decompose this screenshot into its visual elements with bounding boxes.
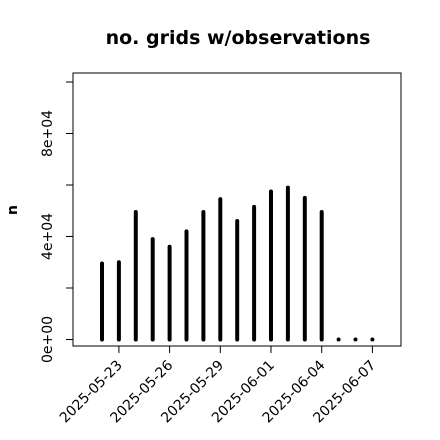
bars (100, 185, 375, 342)
chart-title: no. grids w/observations (106, 27, 371, 49)
x-axis: 2025-05-232025-05-262025-05-292025-06-01… (57, 345, 379, 426)
y-tick-label: 4e+04 (40, 213, 56, 260)
bar (353, 337, 358, 342)
y-tick-label: 0e+00 (40, 316, 56, 363)
y-axis: 0e+00 4e+04 8e+04 (40, 81, 74, 363)
y-axis-label: n (5, 205, 21, 215)
y-tick-label: 8e+04 (40, 110, 56, 157)
bar (336, 337, 341, 342)
bar (370, 337, 375, 342)
